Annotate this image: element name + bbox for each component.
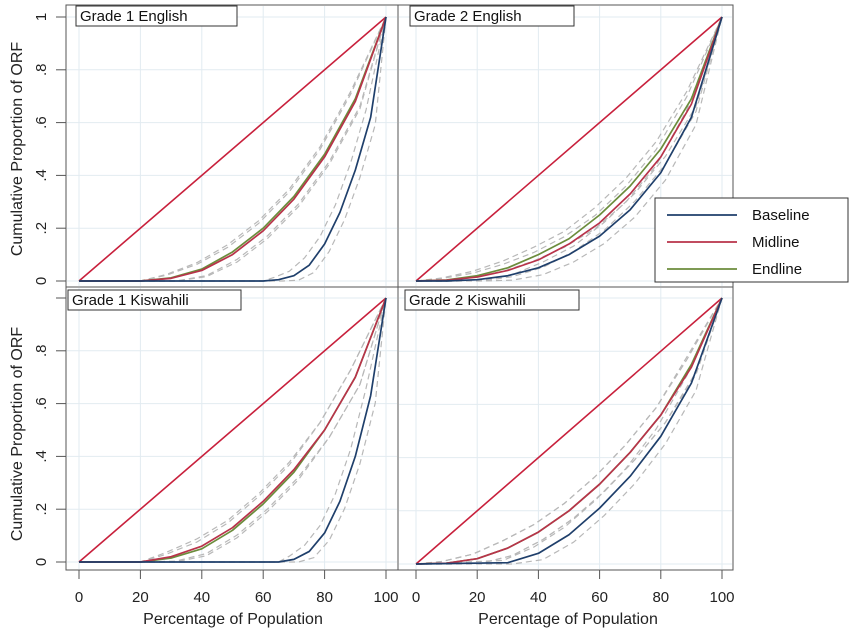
panel-0: Grade 1 English (65, 4, 399, 288)
legend-box (654, 197, 849, 283)
legend-label-baseline: Baseline (752, 207, 810, 224)
ci-band-baseline (416, 297, 723, 565)
legend-label-midline: Midline (752, 234, 800, 251)
panel-title: Grade 2 Kiswahili (409, 292, 526, 309)
panel-frame (397, 286, 734, 571)
x-tick-label: 80 (652, 589, 669, 606)
y-tick-label: .6 (33, 116, 50, 129)
ci-band-midline (79, 297, 387, 563)
ci-band-midline (415, 297, 723, 565)
x-axis-title: Percentage of Population (478, 611, 658, 628)
x-tick-label: 40 (193, 589, 210, 606)
ci-band-midline (79, 297, 387, 563)
ci-band-midline (79, 16, 387, 282)
series-line-midline (79, 297, 387, 563)
x-tick-label: 20 (469, 589, 486, 606)
ci-band-endline (79, 16, 387, 282)
panel-grid (67, 6, 397, 286)
y-tick-label: 0 (33, 277, 50, 285)
panel-label-box (404, 289, 580, 311)
x-tick-label: 80 (316, 589, 333, 606)
line-of-equality (78, 16, 387, 282)
ci-band-baseline (415, 297, 723, 565)
y-tick-label: .8 (33, 345, 50, 358)
panel-label-box (409, 5, 575, 27)
ci-band-baseline (79, 297, 387, 563)
y-tick-label: 0 (33, 558, 50, 566)
y-tick-label: .2 (33, 222, 50, 235)
series-line-midline (415, 16, 723, 282)
panel-title: Grade 1 English (80, 8, 188, 25)
panel-2: Grade 1 Kiswahili (65, 286, 399, 571)
panel-label-box (67, 289, 242, 311)
x-tick-label: 40 (530, 589, 547, 606)
legend-label-endline: Endline (752, 261, 802, 278)
y-tick-label: .2 (33, 503, 50, 516)
panel-3: Grade 2 Kiswahili (397, 286, 734, 571)
panel-title: Grade 2 English (414, 8, 522, 25)
series-line-baseline (79, 297, 387, 563)
x-tick-label: 20 (132, 589, 149, 606)
ci-band-baseline (79, 16, 387, 282)
ci-band-midline (415, 16, 723, 282)
ci-band-baseline (79, 16, 387, 282)
x-tick-label: 60 (255, 589, 272, 606)
panel-title: Grade 1 Kiswahili (72, 292, 189, 309)
x-tick-label: 100 (373, 589, 398, 606)
x-tick-label: 100 (709, 589, 734, 606)
ci-band-baseline (416, 16, 723, 282)
y-tick-label: .4 (33, 169, 50, 182)
x-tick-label: 0 (75, 589, 83, 606)
x-tick-label: 60 (591, 589, 608, 606)
series-line-baseline (79, 16, 387, 282)
y-axis-title: Cumulative Proportion of ORF (9, 42, 26, 257)
line-of-equality (415, 297, 723, 565)
panel-label-box (75, 5, 238, 27)
chart-axes: 0 .2 .4 .6 .8 1 0 .2 .4 .6 .8 Cumulative Proportion… (9, 13, 735, 628)
x-tick-label: 0 (412, 589, 420, 606)
y-tick-label: .6 (33, 397, 50, 410)
series-line-midline (415, 297, 723, 565)
y-axis-title: Cumulative Proportion of ORF (9, 327, 26, 542)
series-line-endline (415, 16, 723, 282)
ci-band-baseline (79, 297, 387, 563)
x-axis-title: Percentage of Population (143, 611, 323, 628)
y-tick-label: .4 (33, 450, 50, 463)
chart-panels: Grade 1 English Grade 2 English Grade 1 Ki… (65, 4, 734, 571)
y-tick-label: 1 (33, 13, 50, 21)
ci-band-endline (79, 297, 387, 563)
panel-frame (65, 4, 399, 288)
series-line-midline (79, 16, 387, 282)
y-tick-label: .8 (33, 64, 50, 77)
panel-frame (65, 286, 399, 571)
ci-band-midline (79, 16, 387, 282)
series-line-baseline (415, 297, 723, 565)
series-line-baseline (416, 16, 723, 282)
chart-legend: Baseline Midline Endline (654, 197, 849, 283)
line-of-equality (415, 16, 723, 282)
line-of-equality (78, 297, 387, 563)
